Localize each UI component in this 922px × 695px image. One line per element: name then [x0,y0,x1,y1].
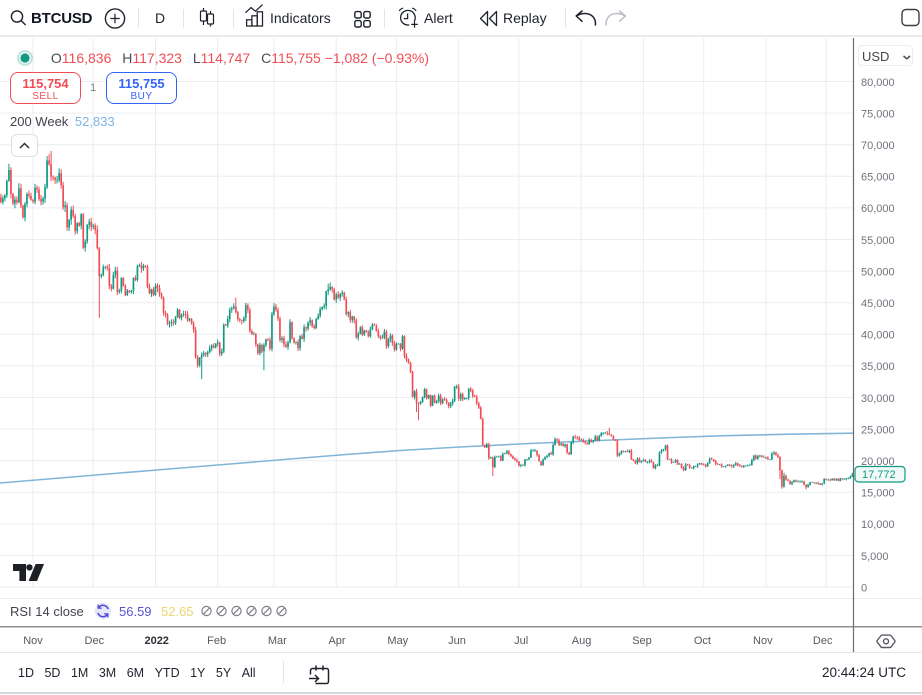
svg-text:Nov: Nov [23,635,43,647]
svg-text:Mar: Mar [268,635,287,647]
svg-text:25,000: 25,000 [861,424,895,436]
svg-text:Dec: Dec [813,635,833,647]
svg-text:40,000: 40,000 [861,330,895,342]
svg-text:45,000: 45,000 [861,298,895,310]
svg-text:65,000: 65,000 [861,172,895,184]
svg-text:17,772: 17,772 [862,469,896,481]
svg-text:Apr: Apr [328,635,345,647]
svg-text:0: 0 [861,582,867,594]
svg-text:Oct: Oct [694,635,711,647]
svg-text:Jun: Jun [448,635,466,647]
svg-text:Aug: Aug [572,635,592,647]
svg-text:May: May [387,635,408,647]
svg-text:75,000: 75,000 [861,108,895,120]
svg-text:Sep: Sep [632,635,652,647]
svg-text:80,000: 80,000 [861,77,895,89]
svg-text:2022: 2022 [144,635,168,647]
svg-text:5,000: 5,000 [861,551,889,563]
svg-text:50,000: 50,000 [861,266,895,278]
svg-text:20,000: 20,000 [861,456,895,468]
svg-text:35,000: 35,000 [861,361,895,373]
svg-text:Nov: Nov [753,635,773,647]
svg-text:15,000: 15,000 [861,488,895,500]
svg-text:Feb: Feb [207,635,226,647]
svg-text:55,000: 55,000 [861,235,895,247]
svg-text:30,000: 30,000 [861,393,895,405]
svg-text:Jul: Jul [514,635,528,647]
svg-text:60,000: 60,000 [861,203,895,215]
svg-text:70,000: 70,000 [861,140,895,152]
svg-text:10,000: 10,000 [861,519,895,531]
svg-text:Dec: Dec [85,635,105,647]
